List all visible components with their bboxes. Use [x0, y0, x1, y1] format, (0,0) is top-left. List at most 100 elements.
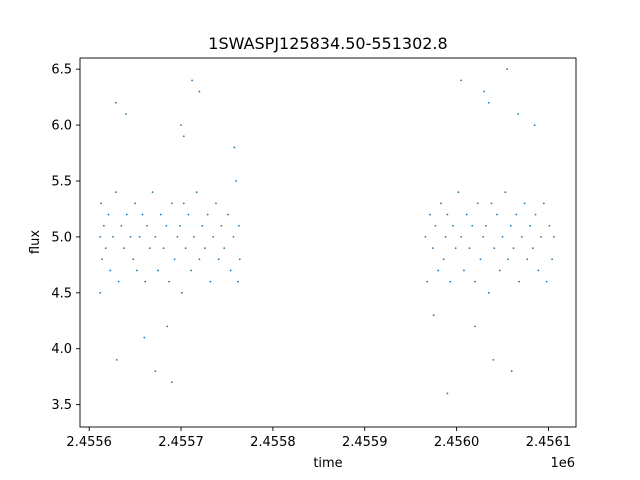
- data-point: [138, 236, 141, 238]
- data-point: [173, 258, 176, 261]
- data-point: [471, 224, 474, 227]
- data-point: [182, 202, 185, 205]
- data-point: [136, 269, 138, 272]
- data-point: [120, 224, 123, 227]
- data-point: [496, 213, 498, 216]
- data-point: [474, 280, 476, 283]
- data-point: [432, 314, 435, 317]
- data-point: [460, 79, 463, 82]
- data-point: [504, 191, 507, 194]
- x-axis-ticks: 2.4556 2.4557 2.4558 2.4559 2.4560 2.4561: [66, 427, 571, 450]
- data-point: [146, 224, 148, 227]
- data-point: [104, 247, 107, 249]
- data-point: [490, 202, 493, 205]
- data-point: [548, 224, 551, 227]
- data-point: [191, 79, 193, 82]
- data-point: [217, 258, 220, 261]
- x-tick-label: 2.4557: [158, 435, 204, 450]
- data-point: [465, 213, 468, 216]
- data-point: [148, 247, 151, 249]
- data-point: [141, 213, 144, 216]
- data-point: [482, 236, 485, 238]
- data-point: [454, 247, 457, 249]
- data-point: [114, 101, 117, 104]
- data-point: [479, 258, 482, 261]
- data-point: [232, 236, 235, 238]
- data-point: [112, 236, 114, 238]
- data-point: [424, 236, 427, 238]
- data-point: [476, 202, 479, 205]
- data-point: [212, 236, 215, 238]
- data-point: [166, 325, 169, 328]
- data-point: [204, 247, 206, 249]
- data-point: [125, 213, 128, 216]
- data-point: [545, 280, 548, 283]
- data-point: [492, 359, 495, 361]
- data-point: [512, 247, 515, 249]
- data-point: [125, 113, 127, 115]
- data-point: [429, 213, 431, 216]
- data-point: [485, 224, 487, 227]
- data-point: [542, 202, 545, 205]
- data-point: [181, 291, 183, 294]
- data-point: [237, 280, 239, 283]
- data-point: [520, 236, 523, 238]
- data-point: [176, 236, 179, 238]
- data-point: [117, 280, 120, 283]
- data-point: [498, 269, 501, 272]
- data-point: [518, 280, 520, 283]
- data-point: [192, 236, 195, 238]
- data-point: [526, 258, 529, 261]
- data-point: [474, 325, 476, 328]
- data-point: [551, 258, 554, 261]
- data-point: [190, 269, 193, 272]
- data-point: [114, 191, 117, 194]
- y-axis-ticks: 3.5 4.0 4.5 5.0 5.5 6.0 6.5: [51, 63, 80, 413]
- data-point: [198, 258, 201, 261]
- data-point: [134, 202, 137, 205]
- y-tick-label: 6.0: [51, 119, 72, 134]
- data-point: [507, 258, 509, 261]
- data-point: [184, 247, 187, 249]
- data-point: [168, 280, 170, 283]
- data-point: [209, 280, 212, 283]
- data-point: [170, 381, 173, 384]
- data-point: [151, 191, 154, 194]
- data-point: [154, 236, 157, 238]
- data-point: [154, 370, 157, 372]
- data-point: [107, 213, 110, 216]
- data-point: [100, 202, 103, 205]
- data-point: [179, 224, 182, 227]
- data-point: [463, 269, 465, 272]
- data-point: [198, 90, 201, 93]
- data-point: [144, 280, 147, 283]
- x-tick-label: 2.4561: [526, 435, 572, 450]
- data-point: [483, 90, 486, 93]
- y-axis-label: flux: [28, 230, 43, 254]
- data-point: [529, 224, 531, 227]
- data-point: [487, 291, 490, 294]
- data-point: [487, 101, 490, 104]
- data-point: [157, 269, 159, 272]
- data-point: [434, 224, 437, 227]
- data-point: [437, 269, 440, 272]
- data-point: [99, 291, 102, 294]
- data-point: [115, 359, 118, 361]
- x-tick-label: 2.4560: [434, 435, 480, 450]
- data-point: [182, 135, 185, 138]
- data-point: [515, 213, 518, 216]
- data-point: [159, 213, 162, 216]
- y-tick-label: 4.5: [51, 286, 72, 301]
- data-point: [220, 224, 223, 227]
- y-tick-label: 5.5: [51, 175, 72, 190]
- data-point: [170, 202, 173, 205]
- data-point: [238, 224, 240, 227]
- points-layer: [99, 68, 555, 395]
- data-point: [537, 269, 540, 272]
- data-point: [235, 180, 238, 182]
- data-point: [509, 224, 512, 227]
- data-point: [223, 247, 226, 249]
- data-point: [446, 213, 449, 216]
